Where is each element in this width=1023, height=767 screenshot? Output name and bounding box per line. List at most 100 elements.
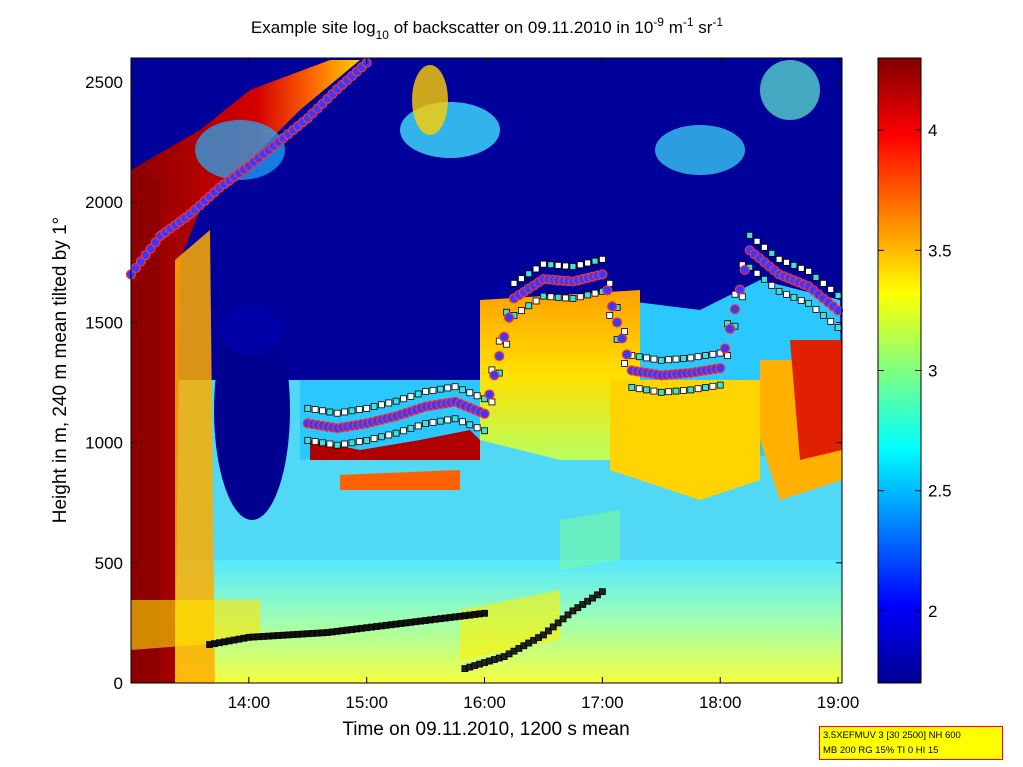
residual-layer-marker xyxy=(598,588,606,596)
layer-square-marker xyxy=(702,352,709,359)
layer-square-marker xyxy=(451,383,459,391)
layer-square-marker xyxy=(775,287,783,295)
layer-square-marker xyxy=(385,431,393,439)
layer-square-marker xyxy=(687,386,695,394)
layer-square-marker xyxy=(554,261,562,269)
x-tick-label: 14:00 xyxy=(228,693,271,712)
layer-square-marker xyxy=(761,243,768,251)
y-axis: 0 500 1000 1500 2000 2500 xyxy=(85,73,842,693)
info-line-1: 3.5XEFMUV 3 [30 2500] NH 600 xyxy=(823,730,961,741)
layer-square-marker xyxy=(304,404,312,412)
colorbar-tick-label: 4 xyxy=(928,121,937,140)
boundary-layer-marker xyxy=(720,343,731,354)
layer-square-marker xyxy=(702,384,709,391)
layer-square-marker xyxy=(333,441,341,449)
boundary-layer-marker xyxy=(739,264,750,276)
layer-square-marker xyxy=(643,386,650,394)
layer-square-marker xyxy=(819,311,827,319)
layer-square-marker xyxy=(775,255,783,263)
x-tick-label: 19:00 xyxy=(817,693,860,712)
layer-square-marker xyxy=(746,231,754,239)
layer-square-marker xyxy=(444,416,452,424)
layer-square-marker xyxy=(665,356,673,364)
layer-square-marker xyxy=(797,264,805,272)
layer-square-marker xyxy=(819,279,827,287)
y-tick-label: 500 xyxy=(95,554,123,573)
layer-square-marker xyxy=(657,356,665,364)
layer-square-marker xyxy=(672,355,680,363)
colorbar-tick-label: 3 xyxy=(928,362,937,381)
layer-square-marker xyxy=(341,408,348,416)
layer-square-marker xyxy=(392,397,400,405)
layer-square-marker xyxy=(400,427,407,435)
layer-square-marker xyxy=(569,263,577,270)
chart-title: Example site log10 of backscatter on 09.… xyxy=(251,15,724,42)
residual-layer-marker xyxy=(544,627,552,635)
boundary-layer-marker xyxy=(616,333,628,344)
layer-square-marker xyxy=(348,407,356,415)
layer-square-marker xyxy=(812,305,820,313)
colorbar-tick-label: 3.5 xyxy=(928,241,952,260)
boundary-layer-marker xyxy=(729,304,741,315)
layer-square-marker xyxy=(407,392,415,400)
layer-square-marker xyxy=(628,384,636,391)
layer-square-marker xyxy=(547,261,555,269)
layer-square-marker xyxy=(834,292,842,299)
layer-square-marker xyxy=(562,262,569,270)
layer-square-marker xyxy=(672,387,680,395)
layer-square-marker xyxy=(311,406,319,413)
residual-layer-marker xyxy=(540,631,547,639)
layer-square-marker xyxy=(606,311,614,319)
layer-square-marker xyxy=(444,384,452,392)
layer-square-marker xyxy=(562,294,569,302)
layer-square-marker xyxy=(525,302,533,310)
boundary-layer-marker xyxy=(503,312,515,323)
layer-square-marker xyxy=(591,257,599,265)
layer-square-marker xyxy=(378,433,385,441)
layer-square-marker xyxy=(414,422,422,430)
layer-square-marker xyxy=(540,292,547,300)
colorbar-tick-label: 2 xyxy=(928,602,937,621)
layer-square-marker xyxy=(473,424,481,432)
layer-square-marker xyxy=(319,439,326,447)
layer-square-marker xyxy=(783,258,790,266)
layer-square-marker xyxy=(407,424,415,432)
x-tick-label: 17:00 xyxy=(581,693,624,712)
layer-square-marker xyxy=(650,387,658,395)
layer-square-marker xyxy=(657,388,665,396)
boundary-layer-marker xyxy=(484,389,495,400)
layer-square-marker xyxy=(473,392,481,400)
layer-square-marker xyxy=(436,385,444,393)
boundary-layer-marker xyxy=(489,370,500,381)
layer-square-marker xyxy=(414,390,422,398)
layer-square-marker xyxy=(687,354,695,362)
layer-square-marker xyxy=(355,438,363,445)
layer-square-marker xyxy=(827,317,835,325)
layer-square-marker xyxy=(591,289,599,297)
residual-layer-marker xyxy=(564,611,572,619)
layer-square-marker xyxy=(451,415,459,423)
layer-markers xyxy=(125,57,844,672)
layer-square-marker xyxy=(753,269,761,277)
layer-square-marker xyxy=(621,360,628,367)
layer-square-marker xyxy=(576,293,584,301)
layer-square-marker xyxy=(532,265,540,273)
layer-square-marker xyxy=(768,281,776,289)
layer-square-marker xyxy=(326,408,334,416)
boundary-layer-marker xyxy=(494,350,505,362)
layer-square-marker xyxy=(304,436,312,444)
layer-square-marker xyxy=(790,293,798,301)
layer-square-marker xyxy=(488,398,496,406)
layer-square-marker xyxy=(812,273,820,281)
y-axis-label: Height in m, 240 m mean tilted by 1° xyxy=(50,217,71,523)
layer-square-marker xyxy=(355,406,363,413)
boundary-layer-marker xyxy=(479,408,490,419)
x-tick-label: 16:00 xyxy=(463,693,506,712)
y-tick-label: 0 xyxy=(114,674,123,693)
layer-square-marker xyxy=(805,267,813,275)
boundary-layer-marker xyxy=(597,269,608,280)
layer-square-marker xyxy=(665,388,673,396)
boundary-layer-marker xyxy=(602,285,613,296)
layer-square-marker xyxy=(525,270,533,278)
y-tick-label: 2500 xyxy=(85,73,123,92)
